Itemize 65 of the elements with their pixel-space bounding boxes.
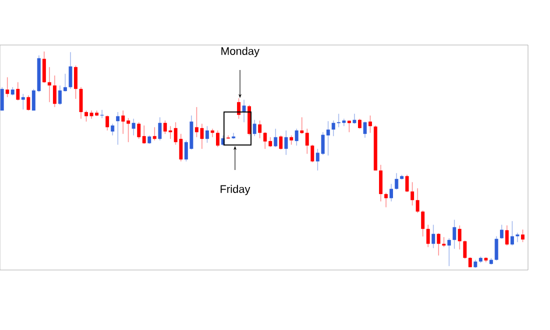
candlestick [26,95,30,111]
candlestick [52,75,56,108]
candlestick [416,188,420,214]
candlestick [516,232,520,242]
candlestick [332,120,336,136]
candlestick [358,118,362,130]
candlestick [152,126,156,141]
candlestick [505,225,509,246]
candlestick [310,144,314,163]
candlestick [42,51,46,84]
candlestick [421,210,425,237]
candlestick [137,122,141,140]
candlestick [284,130,288,156]
candlestick [21,93,25,110]
candlestick [305,128,309,154]
candlestick [216,130,220,148]
candlestick [63,73,67,92]
candlestick [368,115,372,134]
candlestick [205,126,209,144]
candlestick [405,174,409,193]
candlestick [394,172,398,190]
candlestick [458,225,462,250]
candlestick [300,116,304,134]
candlestick [84,110,88,122]
candlestick [74,65,78,100]
candlestick [132,118,136,136]
candlestick [142,125,146,144]
candlestick [521,229,524,242]
candlestick [242,99,246,123]
candlestick [48,66,52,103]
candlestick [294,128,298,146]
candlestick [116,112,120,146]
candlestick [379,164,382,202]
candlestick [494,236,498,261]
candlestick [252,119,256,136]
candlestick [16,82,20,101]
candlestick [58,85,62,106]
candlestick [347,120,351,133]
candlestick [279,135,283,150]
candlestick [432,224,436,249]
candlestick [110,123,114,136]
candlestick [106,115,110,131]
candlestick [290,135,294,146]
candlestick [258,120,262,139]
candlestick [510,220,514,246]
annotation: Friday [220,184,250,196]
candlestick [158,116,162,141]
candlestick [326,120,330,156]
candlestick [390,183,394,202]
candlestick [237,98,240,120]
candlestick [363,121,367,138]
candlestick [452,219,456,250]
candlestick [68,52,72,90]
candlestick [436,232,440,256]
candlestick [500,224,504,240]
candlestick [274,128,278,148]
candlestick [447,238,451,267]
candlestick [352,113,356,124]
annotation: Monday [221,46,260,58]
candlestick [463,240,467,260]
candlestick [384,192,388,208]
candlestick [0,86,4,111]
candlestick [410,182,414,206]
candlestick [426,224,430,248]
candlestick [6,76,10,98]
